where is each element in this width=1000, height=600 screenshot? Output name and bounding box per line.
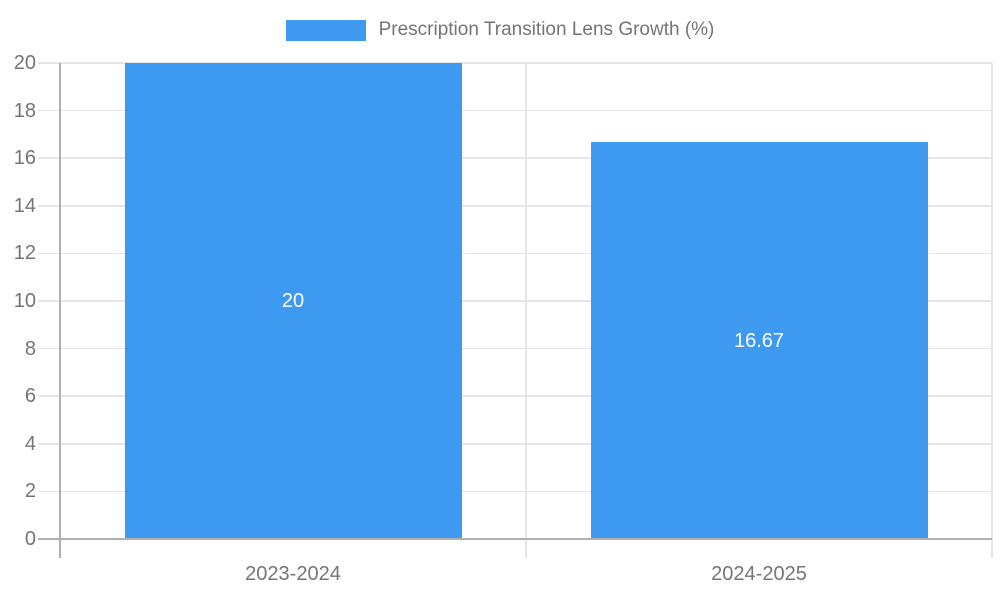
category-boundary-line bbox=[991, 63, 993, 558]
y-axis-tick-label: 2 bbox=[24, 480, 36, 503]
y-axis-tick-label: 10 bbox=[13, 290, 36, 312]
y-axis-tick-label: 20 bbox=[13, 52, 36, 74]
y-axis-tick-label: 14 bbox=[13, 194, 36, 217]
bar-value-label: 16.67 bbox=[733, 329, 785, 352]
x-axis-category-label: 2023-2024 bbox=[245, 563, 341, 585]
y-axis-tick-label: 18 bbox=[13, 99, 36, 122]
legend-label: Prescription Transition Lens Growth (%) bbox=[378, 19, 715, 40]
y-tickmark bbox=[38, 347, 60, 350]
y-tickmark bbox=[38, 395, 60, 397]
y-axis-line bbox=[59, 63, 61, 558]
x-axis-line bbox=[38, 538, 992, 540]
y-tickmark bbox=[38, 109, 60, 112]
y-axis-tick-label: 4 bbox=[24, 432, 36, 455]
y-axis-tick-label: 16 bbox=[13, 147, 36, 170]
legend[interactable]: Prescription Transition Lens Growth (%) bbox=[0, 18, 1000, 42]
y-tickmark bbox=[38, 252, 60, 255]
legend-swatch bbox=[285, 19, 366, 41]
y-axis-tick-label: 12 bbox=[13, 242, 36, 265]
x-axis-category-label: 2024-2025 bbox=[711, 563, 807, 585]
y-tickmark bbox=[38, 205, 60, 207]
y-axis-tick-label: 0 bbox=[24, 528, 36, 550]
bar-value-label: 20 bbox=[281, 290, 305, 312]
y-tickmark bbox=[38, 157, 60, 159]
y-tickmark bbox=[38, 490, 60, 493]
y-axis-tick-label: 6 bbox=[24, 385, 36, 408]
y-tickmark bbox=[38, 443, 60, 445]
y-tickmark bbox=[38, 300, 60, 302]
y-axis-tick-label: 8 bbox=[24, 337, 36, 360]
bar-2024-2025[interactable] bbox=[590, 142, 928, 539]
bar-2023-2024[interactable] bbox=[124, 63, 462, 539]
category-boundary-line bbox=[525, 63, 527, 558]
y-tickmark bbox=[38, 62, 60, 64]
